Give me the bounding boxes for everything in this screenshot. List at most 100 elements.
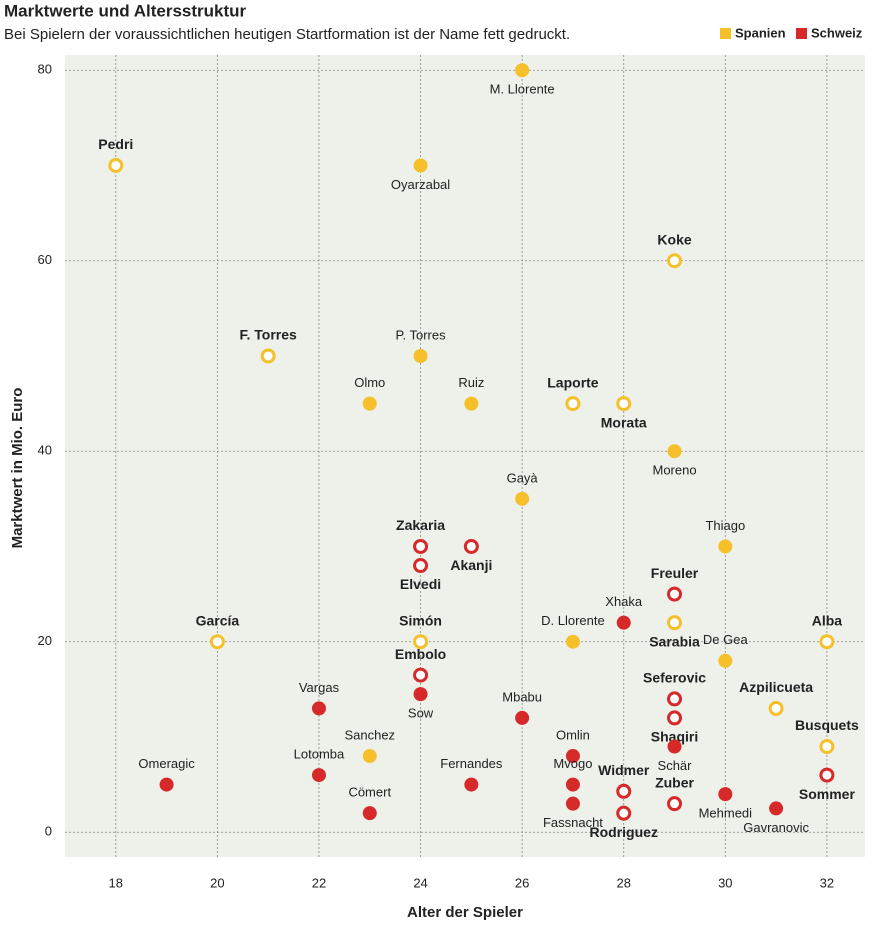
point xyxy=(819,739,835,755)
point-label: Shaqiri xyxy=(651,729,698,745)
point-label: De Gea xyxy=(703,632,749,647)
point xyxy=(362,749,377,764)
point-label: Fassnacht xyxy=(543,815,603,830)
point-label: Cömert xyxy=(348,785,391,800)
point-label: Simón xyxy=(399,612,442,628)
point xyxy=(616,783,632,799)
point xyxy=(718,653,733,668)
point-label: Mvogo xyxy=(553,756,592,771)
point-label: D. Llorente xyxy=(541,613,605,628)
point xyxy=(464,777,479,792)
point-label: Sarabia xyxy=(649,633,700,649)
x-tick-label: 26 xyxy=(515,875,529,890)
point xyxy=(718,787,733,802)
point xyxy=(667,739,682,754)
point-label: Thiago xyxy=(705,518,745,533)
y-tick-label: 40 xyxy=(38,443,52,458)
point xyxy=(769,801,784,816)
x-tick-label: 32 xyxy=(820,875,834,890)
point xyxy=(311,768,326,783)
point-label: Xhaka xyxy=(605,594,643,609)
point-label: Widmer xyxy=(598,762,650,778)
legend-label: Schweiz xyxy=(811,25,863,40)
point-label: Koke xyxy=(657,231,691,247)
point-label: Lotomba xyxy=(294,747,345,762)
point xyxy=(616,615,631,630)
legend-swatch xyxy=(720,28,731,39)
point-label: García xyxy=(196,612,240,628)
point-label: Mehmedi xyxy=(699,806,753,821)
point-label: Schär xyxy=(658,758,693,773)
legend-swatch xyxy=(796,28,807,39)
point-label: Rodriguez xyxy=(590,824,658,840)
plot-area xyxy=(65,55,865,857)
point-label: P. Torres xyxy=(396,327,447,342)
point-label: Sommer xyxy=(799,786,856,802)
point xyxy=(515,710,530,725)
x-tick-label: 28 xyxy=(616,875,630,890)
point-label: Zakaria xyxy=(396,517,445,533)
point-label: Azpilicueta xyxy=(739,679,813,695)
point xyxy=(667,444,682,459)
point xyxy=(667,586,683,602)
point xyxy=(667,253,683,269)
legend-label: Spanien xyxy=(735,25,786,40)
y-tick-label: 20 xyxy=(38,633,52,648)
point xyxy=(413,634,429,650)
y-axis-label: Marktwert in Mio. Euro xyxy=(9,388,26,549)
y-tick-label: 0 xyxy=(45,824,52,839)
point xyxy=(515,63,530,78)
point-label: Laporte xyxy=(547,374,599,390)
x-tick-label: 18 xyxy=(109,875,123,890)
point xyxy=(718,539,733,554)
x-tick-label: 22 xyxy=(312,875,326,890)
point-label: Omlin xyxy=(556,727,590,742)
point xyxy=(362,396,377,411)
point-label: Seferovic xyxy=(643,670,706,686)
point xyxy=(565,777,580,792)
x-tick-label: 20 xyxy=(210,875,224,890)
point-label: Embolo xyxy=(395,646,446,662)
point-label: Fernandes xyxy=(440,756,503,771)
point xyxy=(463,538,479,554)
point-label: M. Llorente xyxy=(490,82,555,97)
point xyxy=(413,667,429,683)
point-label: Freuler xyxy=(651,565,699,581)
point xyxy=(362,806,377,821)
point xyxy=(667,796,683,812)
point xyxy=(464,396,479,411)
point-label: Ruiz xyxy=(458,375,484,390)
point-label: Moreno xyxy=(652,463,696,478)
point-label: Pedri xyxy=(98,136,133,152)
point xyxy=(413,538,429,554)
point xyxy=(616,805,632,821)
point xyxy=(565,396,581,412)
point xyxy=(413,348,428,363)
point xyxy=(311,701,326,716)
point xyxy=(768,700,784,716)
point xyxy=(159,777,174,792)
point-label: Gavranovic xyxy=(743,820,809,835)
point-label: Alba xyxy=(812,612,843,628)
point xyxy=(209,634,225,650)
point xyxy=(667,710,683,726)
point xyxy=(565,796,580,811)
point-label: Akanji xyxy=(450,557,492,573)
point xyxy=(616,396,632,412)
point-label: Vargas xyxy=(299,680,340,695)
point xyxy=(413,558,429,574)
point xyxy=(413,687,428,702)
point-label: Omeragic xyxy=(138,756,195,771)
chart-subtitle: Bei Spielern der voraussichtlichen heuti… xyxy=(4,26,570,43)
y-tick-label: 80 xyxy=(38,62,52,77)
point xyxy=(260,348,276,364)
x-tick-label: 24 xyxy=(413,875,427,890)
point xyxy=(413,158,428,173)
point-label: Mbabu xyxy=(502,689,542,704)
point xyxy=(819,767,835,783)
point-label: Elvedi xyxy=(400,576,441,592)
point-label: Sanchez xyxy=(344,727,395,742)
point-label: Morata xyxy=(601,414,647,430)
point-label: Busquets xyxy=(795,717,859,733)
